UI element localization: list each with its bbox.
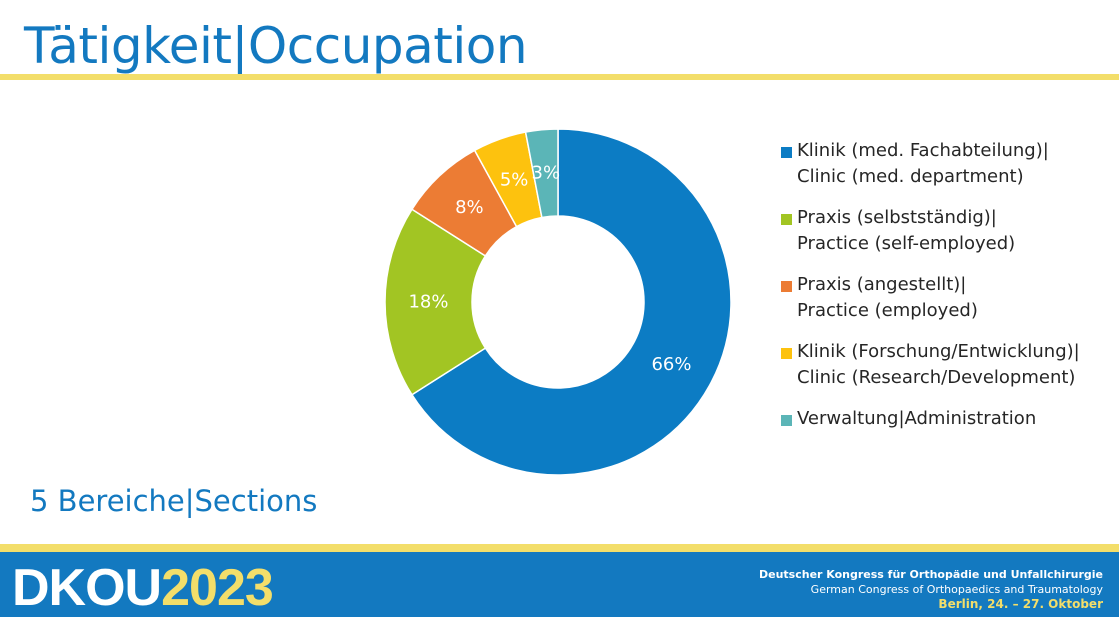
- legend-swatch: [781, 415, 792, 426]
- legend-label: Klinik (med. Fachabteilung)| Clinic (med…: [797, 140, 1049, 187]
- page-title: Tätigkeit|Occupation: [24, 17, 528, 75]
- legend-item: Praxis (selbstständig)| Practice (self-e…: [781, 205, 1116, 257]
- footer-divider: [0, 544, 1119, 552]
- legend-swatch: [781, 214, 792, 225]
- logo-name: DKOU: [12, 559, 162, 617]
- legend-item: Klinik (Forschung/Entwicklung)| Clinic (…: [781, 339, 1116, 391]
- legend-label: Klinik (Forschung/Entwicklung)| Clinic (…: [797, 341, 1080, 388]
- congress-logo: DKOU2023: [12, 558, 274, 618]
- slice-data-label: 66%: [651, 354, 691, 375]
- chart-legend: Klinik (med. Fachabteilung)| Clinic (med…: [781, 138, 1116, 447]
- legend-swatch: [781, 147, 792, 158]
- legend-label: Praxis (angestellt)| Practice (employed): [797, 274, 978, 321]
- legend-item: Praxis (angestellt)| Practice (employed): [781, 272, 1116, 324]
- congress-dates: Berlin, 24. – 27. Oktober: [938, 597, 1103, 611]
- logo-year: 2023: [161, 559, 274, 617]
- congress-name-en: German Congress of Orthopaedics and Trau…: [810, 583, 1103, 596]
- slice-data-label: 18%: [408, 292, 448, 313]
- legend-swatch: [781, 348, 792, 359]
- title-divider: [0, 74, 1119, 80]
- donut-slice: [410, 128, 732, 476]
- congress-name-de: Deutscher Kongress für Orthopädie und Un…: [758, 568, 1103, 581]
- slice-data-label: 5%: [500, 170, 529, 191]
- legend-item: Verwaltung|Administration: [781, 406, 1116, 432]
- donut-slice: [524, 128, 559, 219]
- legend-item: Klinik (med. Fachabteilung)| Clinic (med…: [781, 138, 1116, 190]
- donut-chart: 66% 18% 8% 5% 3%: [384, 128, 732, 476]
- slice-data-label: 3%: [532, 163, 561, 184]
- legend-label: Verwaltung|Administration: [797, 408, 1037, 429]
- legend-label: Praxis (selbstständig)| Practice (self-e…: [797, 207, 1016, 254]
- donut-slice: [384, 208, 487, 396]
- slice-data-label: 8%: [455, 197, 484, 218]
- legend-swatch: [781, 281, 792, 292]
- subtitle: 5 Bereiche|Sections: [30, 484, 318, 518]
- footer-banner: DKOU2023 Deutscher Kongress für Orthopäd…: [0, 552, 1119, 617]
- congress-info: Deutscher Kongress für Orthopädie und Un…: [759, 567, 1103, 612]
